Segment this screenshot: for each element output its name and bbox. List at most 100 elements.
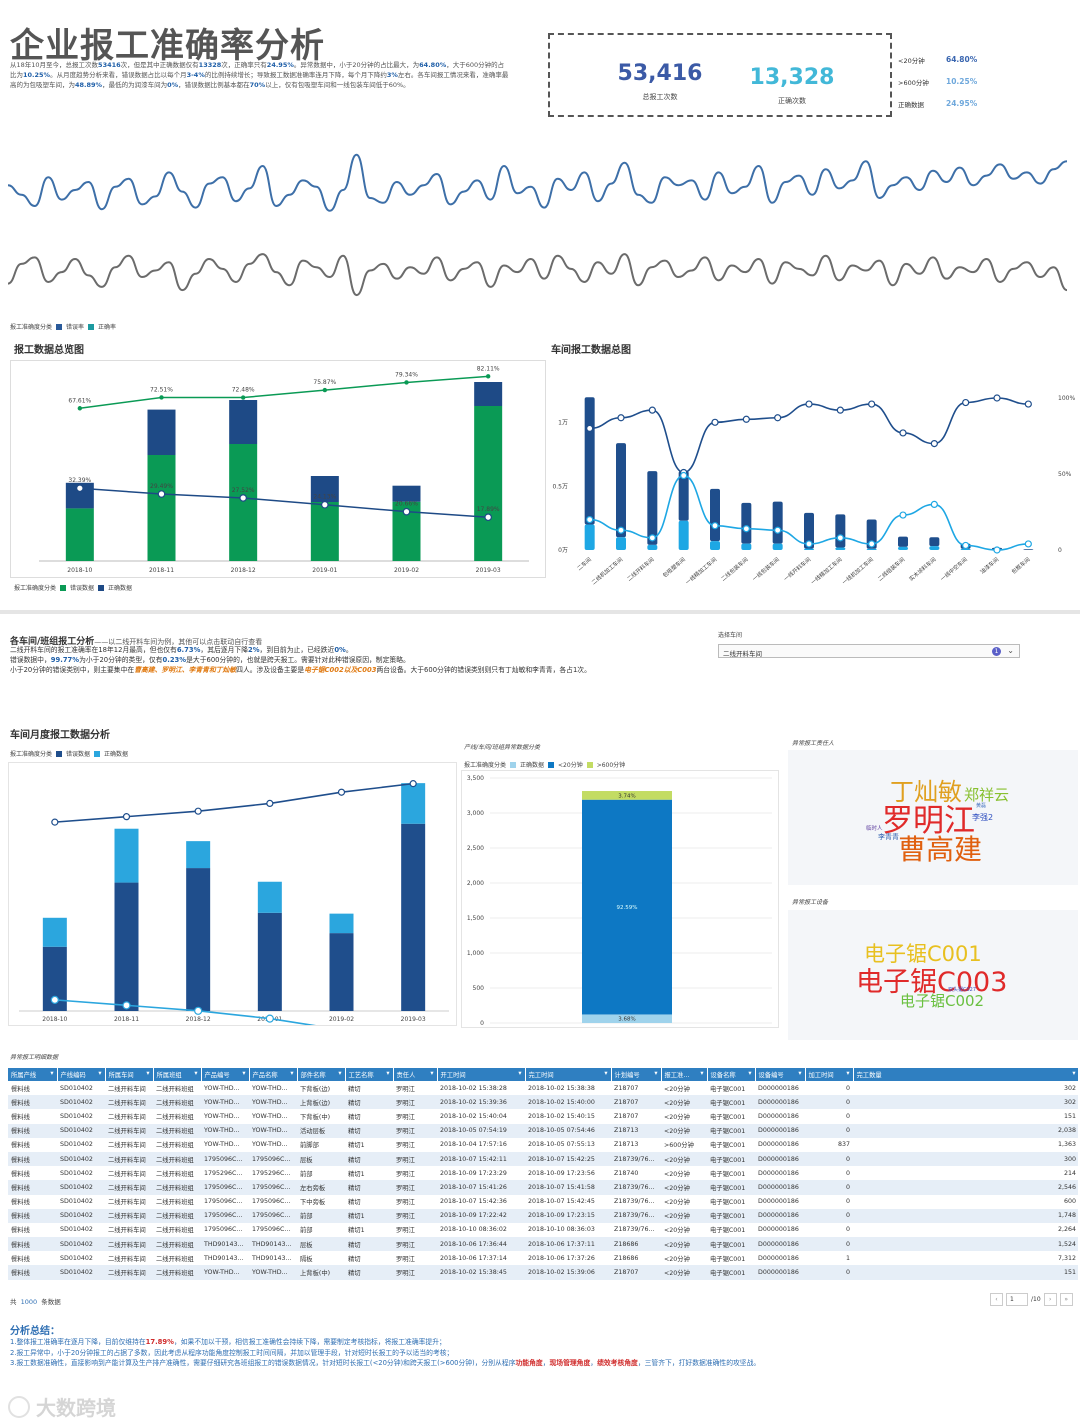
chevron-down-icon[interactable]: ⌄ <box>1007 646 1014 655</box>
cloud-word[interactable]: 双头锯C027 <box>948 987 977 993</box>
overview-correct-rate-label: 32.39% <box>68 477 91 484</box>
sort-caret-icon[interactable]: ▾ <box>194 1070 198 1077</box>
table-cell: 二线开料车间 <box>108 1170 146 1178</box>
sort-caret-icon[interactable]: ▾ <box>430 1070 434 1077</box>
table-row[interactable]: 餐料线 SD010402 二线开料车间 二线开料班组 YOW-THD... YOW-THD… <box>8 1081 1078 1095</box>
prev-page-icon[interactable]: ‹ <box>990 1293 1003 1306</box>
cloud-word[interactable]: 曹高建 <box>898 833 983 866</box>
abnormal-segment-label: 3.68% <box>618 1017 635 1023</box>
cloud-word[interactable]: 电子锯C003 <box>856 967 1008 998</box>
column-header[interactable]: 设备编号 ▾ <box>755 1068 806 1081</box>
column-header[interactable]: 开工时间 ▾ <box>437 1068 526 1081</box>
table-row[interactable]: 餐料线 SD010402 二线开料车间 二线开料班组 YOW-THD... YOW-THD… <box>8 1138 1078 1152</box>
table-cell: D000000186 <box>758 1169 799 1177</box>
cloud-word[interactable]: 郑祥云 <box>964 786 1010 804</box>
column-header[interactable]: 加工时间 ▾ <box>805 1068 854 1081</box>
table-cell: 餐料线 <box>11 1199 30 1207</box>
table-row[interactable]: 餐料线 SD010402 二线开料车间 二线开料班组 YOW-THD... YOW-THD… <box>8 1265 1078 1280</box>
sort-caret-icon[interactable]: ▾ <box>604 1070 608 1077</box>
column-header[interactable]: 所属班组 ▾ <box>153 1068 202 1081</box>
column-header[interactable]: 设备名称 ▾ <box>707 1068 756 1081</box>
cloud-word[interactable]: 电子锯C001 <box>864 942 982 966</box>
column-header[interactable]: 完工数量 ▾ <box>853 1068 1078 1081</box>
table-cell: THD90143... <box>252 1254 292 1262</box>
last-page-icon[interactable]: » <box>1059 1293 1073 1306</box>
table-cell: <20分钟 <box>664 1255 690 1263</box>
cloud-word[interactable]: 丁灿敏 <box>890 778 962 806</box>
sort-caret-icon[interactable]: ▾ <box>518 1070 522 1077</box>
cloud-word[interactable]: 临时人 <box>866 826 883 832</box>
table-cell: 二线开料车间 <box>108 1199 146 1207</box>
column-header[interactable]: 计划编号 ▾ <box>611 1068 662 1081</box>
table-row[interactable]: 餐料线 SD010402 二线开料车间 二线开料班组 1795096C... 179509… <box>8 1151 1078 1167</box>
sort-caret-icon[interactable]: ▾ <box>242 1070 246 1077</box>
table-row[interactable]: 餐料线 SD010402 二线开料车间 二线开料班组 YOW-THD... YOW-THD… <box>8 1123 1078 1138</box>
monthly-error-rate-point <box>337 788 346 796</box>
column-header[interactable]: 产线编码 ▾ <box>57 1068 106 1081</box>
table-cell: 二线开料班组 <box>153 1151 201 1167</box>
column-header[interactable]: 工艺名称 ▾ <box>345 1068 394 1081</box>
summary-title: 分析总结： <box>10 1326 60 1337</box>
overview-x-tick: 2019-02 <box>394 567 419 574</box>
table-cell: D000000186 <box>755 1180 805 1195</box>
table-cell: 电子锯C001 <box>707 1237 755 1252</box>
sort-caret-icon[interactable]: ▾ <box>654 1070 658 1077</box>
next-page-icon[interactable]: › <box>1043 1293 1057 1306</box>
sort-caret-icon[interactable]: ▾ <box>798 1070 802 1077</box>
table-row[interactable]: 餐料线 SD010402 二线开料车间 二线开料班组 THD90143... THD901… <box>8 1237 1078 1252</box>
sort-caret-icon[interactable]: ▾ <box>290 1070 294 1077</box>
sort-caret-icon[interactable]: ▾ <box>98 1070 102 1077</box>
detail-table: 所属产线 ▾ 产线编码 ▾ 所属车间 ▾ 所属班组 ▾ 产品编号 ▾ 产品名称 ▾ 部件名称… <box>8 1068 1078 1280</box>
sort-caret-icon[interactable]: ▾ <box>1072 1070 1076 1077</box>
table-row[interactable]: 餐料线 SD010402 二线开料车间 二线开料班组 1795096C... 179509… <box>8 1223 1078 1237</box>
workshop-correct-rate-point <box>962 541 970 550</box>
column-header[interactable]: 产品名称 ▾ <box>249 1068 298 1081</box>
table-cell: 精切 <box>345 1095 393 1110</box>
cloud-word[interactable]: 电子锯C002 <box>900 992 985 1010</box>
overview-error-rate-point <box>159 395 164 400</box>
summary-text: 绩效考核角度 <box>597 1359 638 1368</box>
table-row[interactable]: 餐料线 SD010402 二线开料车间 二线开料班组 THD90143... THD901… <box>8 1251 1078 1265</box>
table-row[interactable]: 餐料线 SD010402 二线开料车间 二线开料班组 1795096C... 179509… <box>8 1180 1078 1195</box>
table-cell: 餐料线 <box>11 1085 30 1093</box>
detail-table-wrapper[interactable]: 所属产线 ▾ 产线编码 ▾ 所属车间 ▾ 所属班组 ▾ 产品编号 ▾ 产品名称 ▾ 部件名称… <box>8 1068 1078 1283</box>
column-header[interactable]: 所属产线 ▾ <box>8 1068 58 1081</box>
column-header[interactable]: 产品编号 ▾ <box>201 1068 250 1081</box>
page-input[interactable]: 1 <box>1006 1293 1028 1306</box>
section2-heading: 各车间/班组报工分析——以二线开料车间为例，其他可以点击联动自行查看 <box>10 634 262 647</box>
column-header[interactable]: 部件名称 ▾ <box>297 1068 346 1081</box>
sort-caret-icon[interactable]: ▾ <box>338 1070 342 1077</box>
workshop-x-tick: 一线精加工车间 <box>809 555 844 586</box>
column-header[interactable]: 责任人 ▾ <box>393 1068 438 1081</box>
sort-caret-icon[interactable]: ▾ <box>748 1070 752 1077</box>
sort-caret-icon[interactable]: ▾ <box>386 1070 390 1077</box>
column-header[interactable]: 报工准... ▾ <box>661 1068 708 1081</box>
cloud-word[interactable]: 黄磊 <box>976 803 987 809</box>
overview-title: 报工数据总览图 <box>14 345 84 356</box>
workshop-correct-rate-point <box>774 526 782 534</box>
workshop-x-tick: 实木涂料车间 <box>907 555 937 582</box>
table-cell: THD90143... <box>201 1237 249 1252</box>
workshop-bar-correct <box>678 520 689 550</box>
sort-caret-icon[interactable]: ▾ <box>846 1070 850 1077</box>
cloud-word[interactable]: 罗明江 <box>882 803 975 839</box>
workshop-correct-rate-point <box>805 540 813 548</box>
sort-caret-icon[interactable]: ▾ <box>700 1070 704 1077</box>
table-row[interactable]: 餐料线 SD010402 二线开料车间 二线开料班组 1795096C... 179509… <box>8 1195 1078 1209</box>
column-header[interactable]: 所属车间 ▾ <box>105 1068 154 1081</box>
table-row[interactable]: 餐料线 SD010402 二线开料车间 二线开料班组 YOW-THD... YOW-THD… <box>8 1095 1078 1110</box>
table-cell: Z18739/76... <box>614 1226 655 1234</box>
cloud-word[interactable]: 李强2 <box>972 813 994 822</box>
workshop-select[interactable]: 二线开料车间 1 ⌄ <box>718 644 1020 658</box>
cloud-word[interactable]: 李青青 <box>878 833 899 841</box>
table-cell: 层板 <box>297 1237 345 1252</box>
table-cell: 2,038 <box>853 1123 1078 1138</box>
table-row[interactable]: 餐料线 SD010402 二线开料车间 二线开料班组 1795096C... 179509… <box>8 1208 1078 1223</box>
abnormal-x-tick: 二线开料车间 <box>609 1027 645 1028</box>
sort-caret-icon[interactable]: ▾ <box>146 1070 150 1077</box>
table-row[interactable]: 餐料线 SD010402 二线开料车间 二线开料班组 1795296C... 179529… <box>8 1166 1078 1180</box>
sort-caret-icon[interactable]: ▾ <box>50 1070 54 1077</box>
table-row[interactable]: 餐料线 SD010402 二线开料车间 二线开料班组 YOW-THD... YOW-THD… <box>8 1109 1078 1123</box>
column-header[interactable]: 完工时间 ▾ <box>525 1068 612 1081</box>
table-cell: 2018-10-05 07:54:19 <box>437 1123 525 1138</box>
